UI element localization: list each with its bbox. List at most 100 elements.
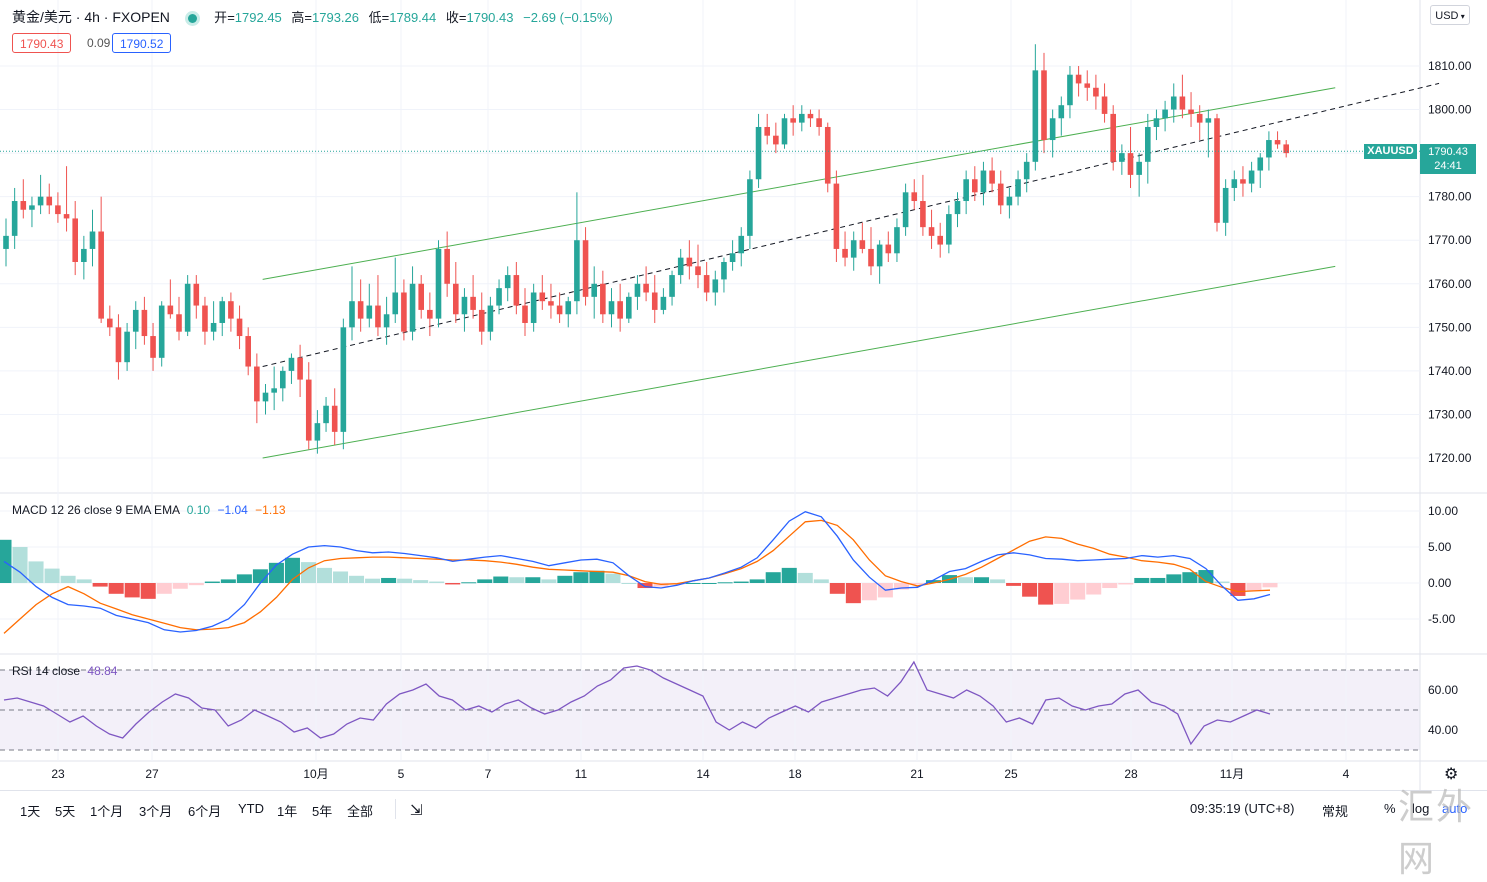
candle-body [738, 235, 745, 254]
go-to-date-icon[interactable]: ⇲ [410, 802, 423, 819]
macd-histogram-bar [413, 580, 429, 583]
range-6m[interactable]: 6个月 [188, 804, 222, 819]
candle-body [1067, 74, 1073, 106]
macd-histogram-bar [573, 572, 589, 583]
candle-body [1257, 157, 1264, 171]
candle-body [89, 231, 96, 249]
macd-histogram-bar [1230, 583, 1246, 596]
candle-body [1127, 153, 1134, 175]
rsi-title: RSI 14 close [12, 664, 81, 678]
time-axis-label: 25 [1004, 767, 1018, 781]
candle-body [695, 266, 701, 276]
chevron-down-icon: ▾ [1458, 12, 1465, 21]
candle-body [1119, 153, 1125, 162]
macd-histogram-bar [749, 579, 765, 583]
macd-histogram-bar [925, 580, 941, 583]
candle-body [1101, 96, 1108, 114]
rsi-legend[interactable]: RSI 14 close 48.84 [12, 664, 117, 678]
candle-body [773, 135, 779, 145]
candle-body [1153, 118, 1160, 127]
macd-hist-value: 0.10 [186, 503, 211, 517]
macd-histogram-bar [172, 583, 188, 589]
candle-body [1222, 187, 1229, 223]
macd-histogram-bar [509, 577, 525, 583]
candle-body [184, 283, 191, 332]
currency-label: USD [1435, 10, 1459, 22]
candle-body [833, 183, 840, 249]
candle-body [158, 305, 165, 358]
scale-auto-button[interactable]: auto [1442, 801, 1468, 816]
scale-log-button[interactable]: log [1412, 801, 1430, 816]
macd-histogram-bar [349, 575, 365, 583]
channel-lower-line[interactable] [262, 265, 1336, 459]
time-axis-label: 21 [910, 767, 924, 781]
chart-background [0, 0, 1487, 790]
candle-body [297, 357, 303, 380]
range-3m[interactable]: 3个月 [139, 804, 173, 819]
candle-body [946, 214, 952, 245]
candle-body [539, 292, 546, 302]
channel-mid-line[interactable] [262, 82, 1440, 368]
candle-body [842, 248, 848, 258]
candle-body [677, 257, 684, 276]
candle-body [937, 235, 943, 245]
macd-histogram-bar [909, 583, 925, 585]
macd-histogram-bar [685, 583, 701, 584]
clock-time[interactable]: 09:35:19 (UTC+8) [1190, 801, 1295, 816]
range-1y[interactable]: 1年 [277, 804, 298, 819]
price-tick-label: 1740.00 [1428, 364, 1472, 378]
candle-body [280, 370, 286, 389]
candle-body [1205, 118, 1212, 123]
candle-body [764, 126, 770, 136]
toolbar-divider [395, 799, 396, 819]
candle-body [55, 205, 61, 215]
range-5d[interactable]: 5天 [55, 804, 76, 819]
candle-body [522, 305, 528, 323]
candle-body [366, 305, 373, 319]
candle-body [617, 301, 623, 319]
macd-histogram-bar [44, 568, 60, 583]
low-value: 1789.44 [389, 10, 437, 25]
chart-canvas[interactable]: 23 27 10月 5 7 11 14 18 21 25 28 11月 4 1810.00 1800.00 1… [0, 0, 1487, 790]
candle-body [1041, 70, 1047, 141]
macd-histogram-bar [525, 577, 541, 583]
ask-button[interactable]: 1790.52 [112, 33, 172, 53]
candle-body [262, 392, 269, 402]
time-axis-label: 27 [145, 767, 159, 781]
symbol-title[interactable]: 黄金/美元 · 4h · FXOPEN [12, 9, 170, 25]
candle-body [383, 314, 390, 328]
candle-body [1179, 96, 1186, 110]
currency-select[interactable]: USD ▾ [1430, 5, 1470, 25]
candle-body [323, 405, 329, 424]
candle-body [954, 201, 961, 215]
price-tick-label: 1720.00 [1428, 451, 1472, 465]
candle-body [980, 170, 987, 193]
macd-histogram-bar [1118, 583, 1134, 585]
macd-histogram-bar [0, 539, 12, 583]
settings-gear-icon[interactable]: ⚙ [1444, 766, 1459, 783]
macd-legend[interactable]: MACD 12 26 close 9 EMA EMA 0.10 −1.04 −1… [12, 503, 286, 517]
candle-body [824, 126, 831, 184]
range-ytd[interactable]: YTD [238, 801, 264, 816]
macd-tick-label: 10.00 [1428, 504, 1458, 518]
candle-body [548, 301, 554, 306]
candle-body [703, 275, 710, 293]
range-1m[interactable]: 1个月 [90, 804, 124, 819]
macd-histogram-bar [156, 583, 172, 594]
time-axis-label: 18 [788, 767, 802, 781]
range-all[interactable]: 全部 [347, 804, 374, 819]
range-1d[interactable]: 1天 [20, 804, 41, 819]
range-5y[interactable]: 5年 [312, 804, 333, 819]
candle-body [565, 301, 572, 315]
macd-histogram-bar [637, 583, 653, 589]
scale-normal-button[interactable]: 常规 [1322, 804, 1349, 819]
price-tick-label: 1810.00 [1428, 59, 1472, 73]
candle-body [107, 318, 113, 328]
macd-histogram-bar [381, 577, 397, 583]
macd-tick-label: 5.00 [1428, 540, 1452, 554]
scale-percent-button[interactable]: % [1384, 801, 1396, 816]
bid-button[interactable]: 1790.43 [12, 33, 72, 53]
macd-histogram-bar [477, 579, 493, 583]
macd-histogram-bar [717, 582, 733, 584]
candle-body [1196, 113, 1203, 123]
